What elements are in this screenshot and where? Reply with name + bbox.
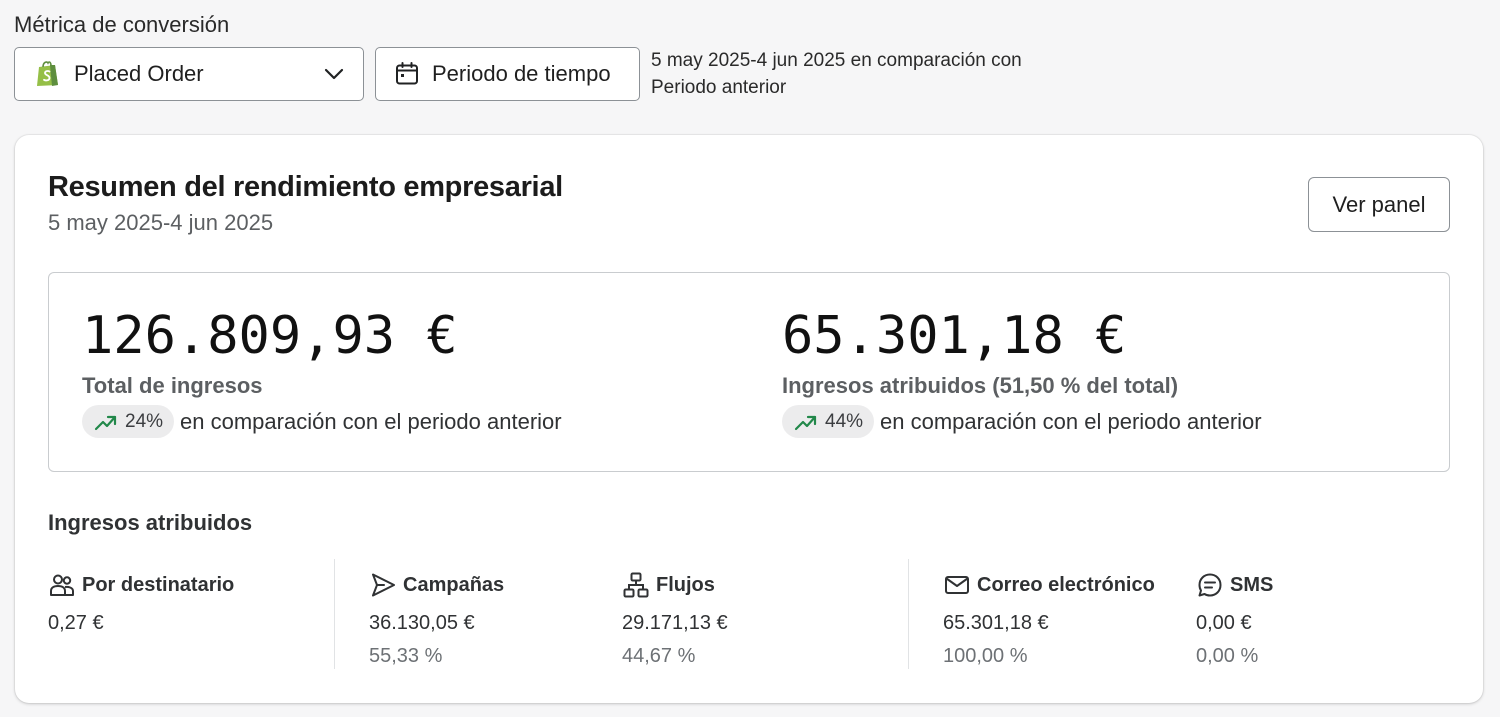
campaigns-column: Campañas 36.130,05 € 55,33 % bbox=[369, 571, 505, 667]
selected-metric: Placed Order bbox=[74, 61, 204, 86]
kpi-box: 126.809,93 € Total de ingresos 24% en co… bbox=[48, 272, 1450, 472]
mail-icon bbox=[945, 576, 969, 594]
divider bbox=[334, 559, 335, 669]
time-period-button[interactable]: Periodo de tiempo bbox=[375, 47, 640, 101]
column-value: 36.130,05 € bbox=[369, 612, 475, 634]
business-summary-card: Resumen del rendimiento empresarial 5 ma… bbox=[15, 135, 1483, 703]
column-value: 29.171,13 € bbox=[622, 612, 728, 634]
delta-badge: 24% bbox=[82, 405, 175, 438]
column-label: Correo electrónico bbox=[977, 573, 1155, 596]
email-column: Correo electrónico 65.301,18 € 100,00 % bbox=[943, 571, 1155, 668]
attributed-revenue-amount: 65.301,18 € bbox=[782, 306, 1127, 366]
column-value: 0,27 € bbox=[48, 612, 104, 634]
column-value: 65.301,18 € bbox=[943, 612, 1049, 634]
trend-up-icon bbox=[94, 415, 117, 430]
view-dashboard-button[interactable]: Ver panel bbox=[1308, 177, 1450, 232]
per-recipient-column: Por destinatario 0,27 € bbox=[48, 571, 235, 635]
sms-column: SMS 0,00 € 0,00 % bbox=[1196, 571, 1274, 667]
column-value: 0,00 € bbox=[1196, 612, 1252, 634]
sms-icon bbox=[1198, 573, 1222, 597]
total-revenue-label: Total de ingresos bbox=[82, 373, 263, 398]
column-percent: 100,00 % bbox=[943, 645, 1028, 667]
column-label: Por destinatario bbox=[82, 573, 235, 596]
total-revenue-delta: 24% en comparación con el periodo anteri… bbox=[82, 405, 562, 438]
trend-up-icon bbox=[794, 415, 817, 430]
send-icon bbox=[372, 573, 395, 597]
flow-icon bbox=[623, 572, 649, 598]
calendar-icon bbox=[396, 62, 418, 85]
attributed-revenue-delta: 44% en comparación con el periodo anteri… bbox=[782, 405, 1262, 438]
conversion-metric-select[interactable]: Placed Order bbox=[14, 47, 364, 101]
delta-badge: 44% bbox=[782, 405, 875, 438]
divider bbox=[908, 559, 909, 669]
total-revenue-amount: 126.809,93 € bbox=[82, 306, 458, 366]
column-label: Campañas bbox=[403, 573, 505, 596]
column-percent: 0,00 % bbox=[1196, 645, 1259, 667]
column-percent: 44,67 % bbox=[622, 645, 696, 667]
attributed-section-title: Ingresos atribuidos bbox=[48, 510, 253, 535]
time-period-label: Periodo de tiempo bbox=[432, 61, 611, 86]
delta-text: en comparación con el periodo anterior bbox=[180, 408, 562, 434]
period-description: 5 may 2025-4 jun 2025 en comparación con… bbox=[651, 50, 1022, 98]
flows-column: Flujos 29.171,13 € 44,67 % bbox=[622, 571, 728, 667]
recipients-icon bbox=[50, 574, 74, 596]
card-date-range: 5 may 2025-4 jun 2025 bbox=[48, 210, 274, 235]
delta-value: 44% bbox=[825, 410, 864, 432]
card-title: Resumen del rendimiento empresarial bbox=[48, 171, 563, 203]
chevron-down-icon bbox=[324, 68, 344, 80]
delta-text: en comparación con el periodo anterior bbox=[880, 408, 1262, 434]
column-label: Flujos bbox=[656, 573, 715, 596]
column-label: SMS bbox=[1230, 573, 1274, 596]
shopify-icon bbox=[37, 61, 58, 86]
column-percent: 55,33 % bbox=[369, 645, 443, 667]
metric-label: Métrica de conversión bbox=[14, 12, 230, 37]
attributed-revenue-label: Ingresos atribuidos (51,50 % del total) bbox=[782, 373, 1179, 398]
delta-value: 24% bbox=[125, 410, 164, 432]
